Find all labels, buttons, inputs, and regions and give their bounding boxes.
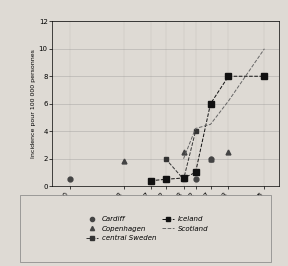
FancyBboxPatch shape: [20, 195, 271, 262]
Y-axis label: Incidence pour 100 000 personnes: Incidence pour 100 000 personnes: [31, 49, 36, 158]
Legend: Cardiff, Copenhagen, central Sweden, Iceland, Scotland: Cardiff, Copenhagen, central Sweden, Ice…: [84, 214, 210, 243]
